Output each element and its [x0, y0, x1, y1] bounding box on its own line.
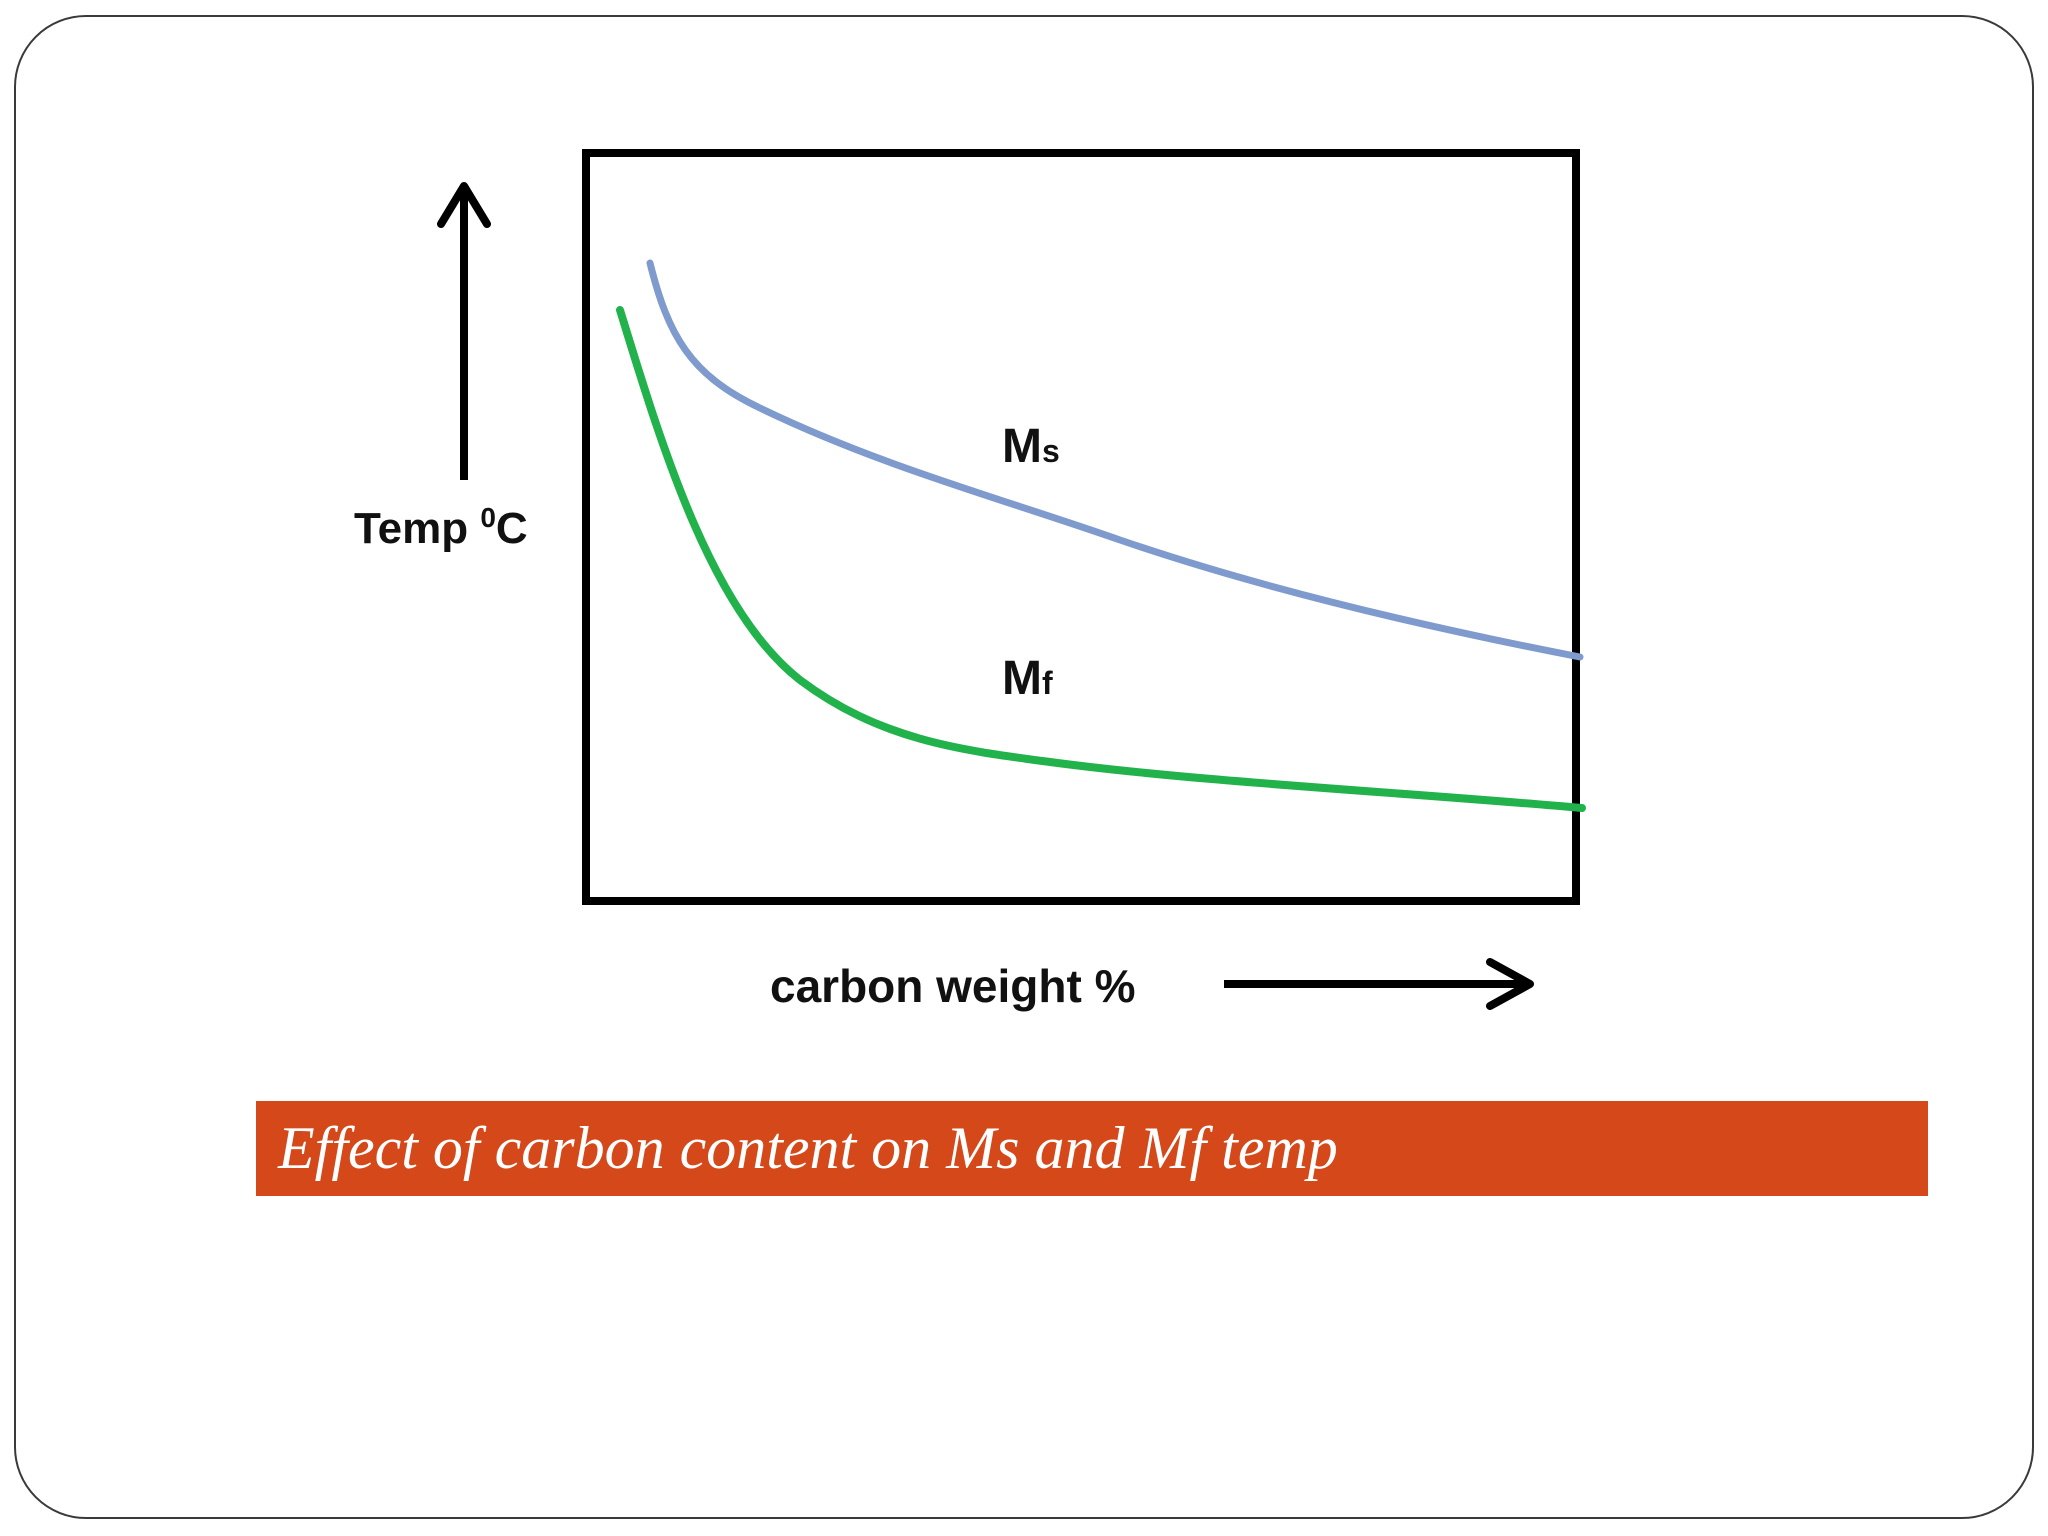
ms-curve-label: Ms — [1002, 420, 1060, 473]
x-axis-label: carbon weight % — [770, 960, 1135, 1012]
mf-curve-label: Mf — [1002, 652, 1053, 705]
slide-frame — [14, 15, 2034, 1519]
x-axis-arrow — [1224, 958, 1534, 1010]
y-axis-label-unit: C — [496, 504, 528, 553]
caption-bar: Effect of carbon content on Ms and Mf te… — [256, 1101, 1928, 1196]
mf-curve — [616, 306, 1586, 812]
caption-text: Effect of carbon content on Ms and Mf te… — [278, 1115, 1338, 1181]
mf-label-main: M — [1002, 652, 1042, 705]
y-axis-label-text: Temp — [354, 504, 480, 553]
plot-box — [582, 149, 1580, 905]
y-axis-label: Temp 0C — [354, 502, 528, 553]
ms-label-sub: s — [1042, 433, 1060, 469]
y-axis-arrow — [437, 182, 491, 480]
y-axis-label-superscript: 0 — [480, 502, 496, 533]
ms-label-main: M — [1002, 420, 1042, 473]
ms-curve — [646, 259, 1584, 661]
mf-label-sub: f — [1042, 665, 1053, 701]
